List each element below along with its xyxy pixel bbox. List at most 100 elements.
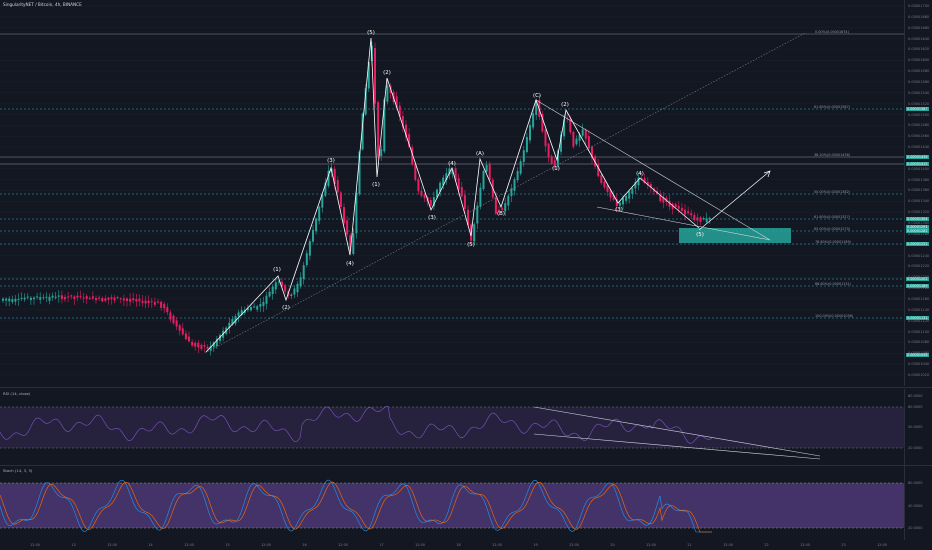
stoch-chart [0, 479, 904, 533]
candle [615, 198, 618, 206]
candle [39, 297, 42, 300]
candle [172, 315, 175, 324]
candle [587, 136, 590, 149]
candle [85, 296, 88, 299]
price-tag: 0.00001056 [906, 352, 929, 357]
candle [659, 194, 662, 201]
candle [42, 297, 45, 299]
rsi-scale-label: 60.0000 [908, 405, 923, 409]
time-axis-label: 15 [225, 543, 230, 547]
pane-separator[interactable] [0, 465, 932, 466]
price-scale[interactable]: 0.00001700 0.00001680 0.00001660 0.00001640… [904, 0, 932, 386]
candle [231, 319, 234, 325]
price-scale-label: 0.00001400 [908, 166, 930, 171]
time-axis-label: 12:00 [800, 543, 810, 547]
candle [54, 296, 57, 298]
candle [355, 192, 358, 234]
candle [690, 213, 693, 216]
candle [584, 129, 587, 139]
candle [463, 195, 466, 210]
candle [265, 295, 268, 304]
candle [293, 288, 296, 295]
time-axis-label: 13 [71, 543, 76, 547]
candle [73, 296, 76, 299]
candle [305, 253, 308, 266]
wave-label: (4) [636, 171, 644, 177]
candle [135, 298, 138, 302]
rsi-scale[interactable]: 80.0000 60.0000 40.0000 20.0000 [904, 389, 932, 465]
pane-separator[interactable] [0, 387, 932, 388]
candle [132, 298, 135, 301]
rsi-scale-label: 40.0000 [908, 425, 923, 429]
candle [327, 170, 330, 187]
candle [11, 299, 14, 302]
stoch-scale-label: 20.0000 [908, 526, 923, 530]
wave-label: (1) [552, 166, 560, 172]
price-scale-label: 0.00001480 [908, 123, 930, 128]
price-scale-label: 0.00001540 [908, 90, 930, 95]
time-axis-label: 18 [456, 543, 461, 547]
rsi-title[interactable]: RSI (14, close) [3, 391, 31, 396]
time-axis-label: 12:00 [30, 543, 40, 547]
candle [194, 342, 197, 347]
candle [699, 217, 702, 222]
wave-path [205, 37, 700, 353]
price-tag: 0.00001304 [906, 216, 929, 221]
price-scale-label: 0.00001520 [908, 101, 930, 106]
time-axis-label: 12:00 [569, 543, 579, 547]
price-scale-label: 0.00001280 [908, 231, 930, 236]
price-scale-label: 0.00001560 [908, 79, 930, 84]
price-chart-pane[interactable]: 0.00%(0.00001674) 61.80%(0.00001587) 38.20… [0, 0, 904, 386]
fib-retracement[interactable]: 0.00%(0.00001674) 61.80%(0.00001587) 38.20… [0, 30, 904, 319]
candle [5, 298, 8, 301]
fib-label: 61.80%(0.00001587) [814, 105, 851, 109]
candle [646, 181, 649, 185]
candle [432, 197, 435, 207]
rsi-pane[interactable]: RSI (14, close) [0, 389, 904, 465]
candle [70, 295, 73, 297]
candle [637, 177, 640, 186]
candle [547, 143, 550, 158]
candle [169, 312, 172, 320]
candle [634, 182, 637, 189]
candle [702, 218, 705, 220]
stoch-pane[interactable]: Stoch (14, 3, 3) [0, 466, 904, 540]
price-scale-label: 0.00001020 [908, 372, 930, 377]
price-scale-label: 0.00001080 [908, 340, 930, 345]
candle [504, 203, 507, 212]
candle [274, 282, 277, 290]
time-axis-label: 12:00 [723, 543, 733, 547]
candle [386, 85, 389, 102]
time-axis-label: 19 [533, 543, 538, 547]
candle [628, 191, 631, 199]
target-zone-box[interactable] [679, 228, 791, 243]
candle [153, 301, 156, 305]
price-chart[interactable]: 0.00%(0.00001674) 61.80%(0.00001587) 38.20… [0, 0, 904, 386]
candle [200, 344, 203, 349]
candle [569, 118, 572, 133]
candle [488, 164, 491, 181]
price-scale-label: 0.00001600 [908, 58, 930, 63]
candle [29, 297, 32, 301]
stoch-title[interactable]: Stoch (14, 3, 3) [3, 468, 33, 473]
stoch-scale[interactable]: 80.0000 40.0000 20.0000 [904, 466, 932, 540]
candle [181, 328, 184, 335]
candle [23, 297, 26, 300]
wave-drawings[interactable] [204, 32, 806, 354]
candle [107, 297, 110, 300]
wave-labels: (1) (2) (3) (4) (5) (1) (2) (3) (4) (5) (A) (B) (C) (… [273, 30, 704, 311]
stoch-k-line [0, 479, 712, 533]
price-tag: 0.00001587 [906, 106, 929, 111]
time-axis-label: 14 [148, 543, 153, 547]
time-axis[interactable]: 12:00 13 12:00 14 12:00 15 12:00 16 12:00 17 12:00… [0, 540, 904, 550]
candle [612, 195, 615, 200]
rsi-chart [0, 406, 904, 460]
candle [144, 300, 147, 304]
candle [367, 62, 370, 89]
candle [535, 100, 538, 115]
candle [377, 102, 380, 157]
candle [662, 196, 665, 203]
price-tag: 0.00001252 [906, 241, 929, 246]
candle [284, 285, 287, 292]
price-scale-label: 0.00001120 [908, 318, 930, 323]
